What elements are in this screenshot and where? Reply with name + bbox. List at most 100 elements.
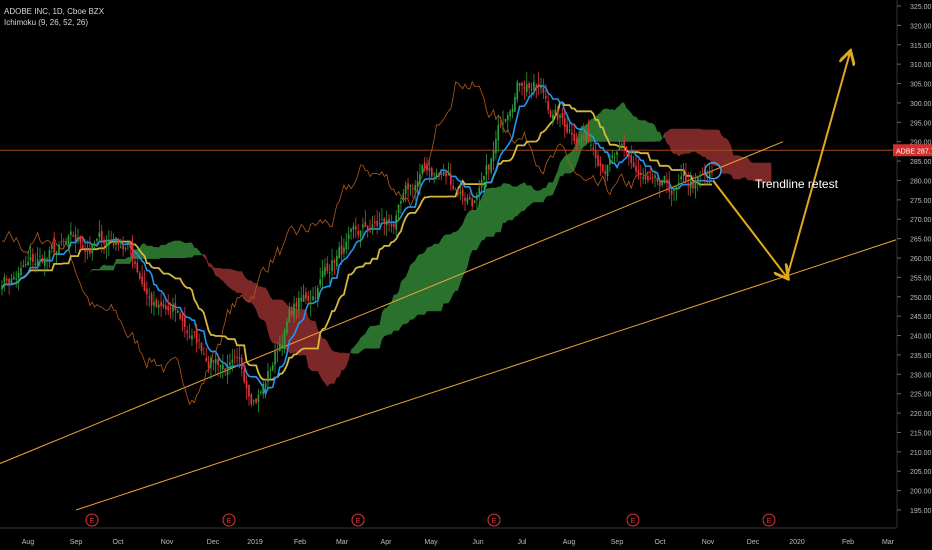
candle-body [13, 276, 15, 280]
candle [535, 83, 538, 99]
candle-body [689, 181, 692, 189]
candle-body [191, 335, 193, 340]
candle [105, 235, 108, 259]
candle-body [530, 89, 533, 91]
candle-body [300, 297, 303, 302]
candle-body [673, 188, 675, 191]
candle [172, 297, 174, 320]
candle [257, 388, 260, 413]
time-tick-label: Dec [747, 539, 760, 546]
candle [319, 267, 322, 289]
candle-body [454, 189, 457, 191]
candle-body [468, 197, 471, 200]
candle-body [549, 110, 552, 118]
candle-body [376, 220, 379, 226]
candle-body [176, 310, 179, 313]
candle [419, 163, 421, 196]
candle [91, 243, 94, 261]
candle [430, 166, 433, 179]
candle-body [333, 260, 336, 263]
candle-body [146, 288, 148, 295]
candle [658, 179, 661, 198]
candle-body [231, 359, 234, 363]
candle [290, 305, 293, 317]
candle-body [143, 282, 146, 292]
candle-body [41, 259, 44, 264]
candle-body [148, 296, 151, 298]
candle-body [157, 304, 160, 308]
candle [483, 175, 485, 192]
candle-body [466, 197, 469, 203]
candle-body [592, 147, 595, 150]
symbol-title[interactable]: ADOBE INC, 1D, Cboe BZX [4, 7, 105, 16]
candle-body [518, 83, 521, 86]
candle [673, 188, 675, 202]
candle-body [597, 155, 599, 166]
candle-body [628, 152, 630, 157]
earnings-marker: E [487, 513, 501, 527]
candle-body [165, 305, 167, 310]
candle [248, 384, 250, 406]
candle-body [457, 191, 459, 196]
candle-body [694, 180, 697, 189]
candle-body [207, 361, 210, 368]
candle-body [514, 96, 516, 112]
candle-body [483, 175, 485, 180]
candle-body [210, 357, 212, 368]
candle [642, 167, 644, 184]
candle-body [426, 164, 428, 171]
candle [55, 250, 58, 264]
candle [414, 180, 417, 201]
price-tick-label: 295.00 [910, 120, 932, 127]
candle-body [326, 263, 329, 271]
candle [243, 361, 246, 384]
candle [632, 155, 635, 168]
candle [426, 157, 428, 176]
candle-body [639, 172, 642, 176]
candle-body [692, 181, 694, 189]
candle [404, 181, 407, 203]
ichimoku-cloud [63, 102, 772, 387]
candle-body [471, 198, 473, 207]
candle [487, 163, 490, 181]
time-tick-label: Mar [336, 539, 349, 546]
candle [331, 248, 333, 277]
candle-body [587, 128, 590, 142]
price-tick-label: 255.00 [910, 275, 932, 282]
candle-body [70, 231, 72, 235]
candle [39, 247, 41, 267]
candle-body [74, 234, 77, 242]
candle [594, 141, 597, 168]
candle-body [359, 230, 362, 237]
candle [238, 346, 241, 368]
candle-body [452, 185, 455, 190]
earnings-circle [222, 513, 236, 527]
candle-body [24, 263, 27, 265]
candle-body [98, 232, 101, 238]
candle [680, 164, 682, 183]
candle-body [331, 259, 333, 272]
candle-body [22, 264, 25, 268]
candle-body [649, 177, 652, 179]
candle [383, 217, 386, 236]
candle-body [604, 171, 606, 174]
indicator-title[interactable]: Ichimoku (9, 26, 52, 26) [4, 18, 89, 27]
candle-body [8, 278, 10, 285]
candle-body [625, 147, 628, 150]
candle [354, 217, 357, 238]
candle-body [264, 383, 267, 388]
chikou-line [2, 80, 651, 406]
candle-body [79, 235, 82, 243]
candle [575, 132, 578, 151]
candle [395, 210, 398, 237]
candle-body [656, 177, 659, 182]
candle [8, 277, 10, 295]
candle-body [307, 295, 310, 301]
candle [236, 348, 238, 366]
candle [371, 216, 374, 235]
candle [214, 351, 217, 374]
candle [89, 236, 91, 257]
candle-body [241, 357, 243, 370]
chikou-span [2, 80, 651, 406]
